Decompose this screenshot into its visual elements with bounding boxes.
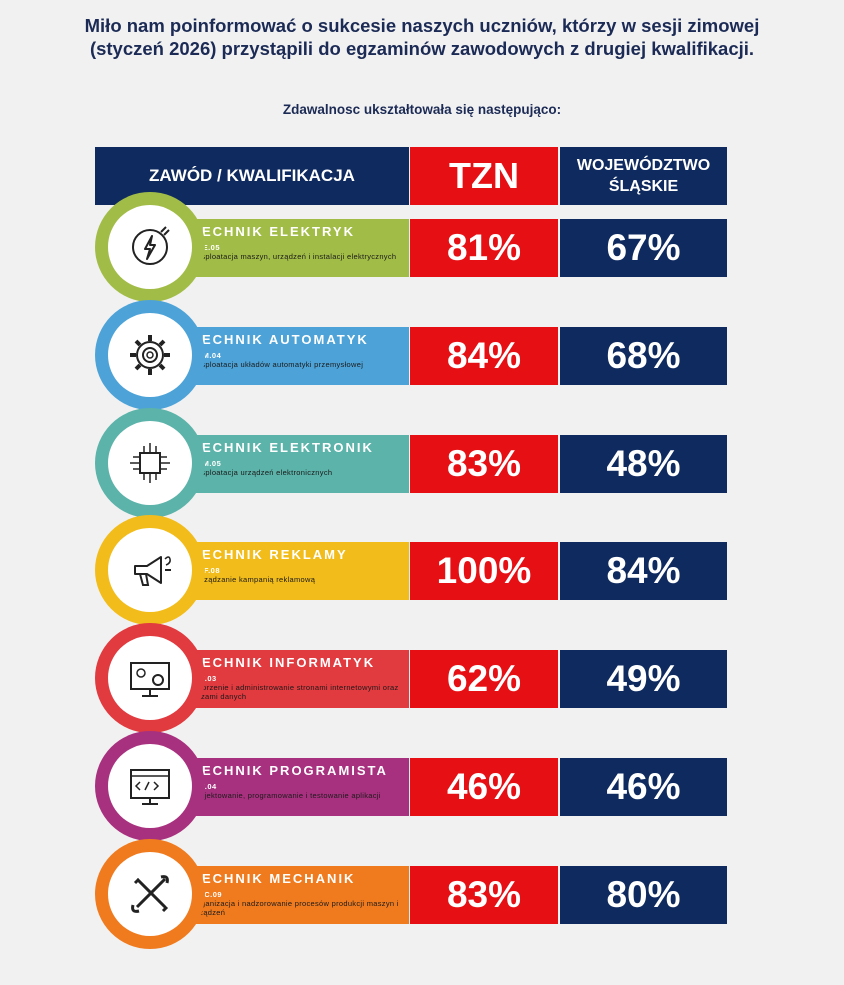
table-row: TECHNIK ELEKTRONIK ELM.05 Eksploatacja urz… <box>0 408 844 518</box>
tzn-pass-rate: 46% <box>410 758 558 816</box>
qualification-description: Eksploatacja układów automatyki przemysł… <box>192 360 364 369</box>
profession-title: TECHNIK ELEKTRONIK <box>192 440 374 455</box>
profession-icon-ring <box>95 623 205 733</box>
column-header-tzn: TZN <box>410 147 558 205</box>
tzn-pass-rate: 83% <box>410 435 558 493</box>
region-pass-rate: 48% <box>560 435 727 493</box>
qualification-description: Tworzenie i administrowanie stronami int… <box>192 683 399 701</box>
qualification-description: Eksploatacja urządzeń elektronicznych <box>192 468 333 477</box>
profession-title: TECHNIK REKLAMY <box>192 547 348 562</box>
region-pass-rate: 46% <box>560 758 727 816</box>
column-header-region-line2: ŚLĄSKIE <box>608 178 679 195</box>
profession-icon-ring <box>95 300 205 410</box>
page-subtitle: Zdawalnosc ukształtowała się następująco… <box>282 102 562 117</box>
tzn-pass-rate: 83% <box>410 866 558 924</box>
region-pass-rate: 80% <box>560 866 727 924</box>
qualification-code: ELM.04 <box>192 351 222 360</box>
region-pass-rate: 67% <box>560 219 727 277</box>
profession-icon-ring <box>95 839 205 949</box>
profession-icon-ring <box>95 408 205 518</box>
qualification-description: Organizacja i nadzorowanie procesów prod… <box>192 899 399 917</box>
table-row: TECHNIK MECHANIK MEC.09 Organizacja i nadz… <box>0 839 844 949</box>
profession-title: TECHNIK INFORMATYK <box>192 655 376 670</box>
table-row: TECHNIK ELEKTRYK ELE.05 Eksploatacja maszy… <box>0 192 844 302</box>
qualification-description: Zarządzanie kampanią reklamową <box>192 575 316 584</box>
region-pass-rate: 84% <box>560 542 727 600</box>
tzn-pass-rate: 62% <box>410 650 558 708</box>
qualification-code: ELE.05 <box>192 243 221 252</box>
qualification-code: ELM.05 <box>192 459 222 468</box>
region-pass-rate: 49% <box>560 650 727 708</box>
column-header-region: WOJEWÓDZTWO ŚLĄSKIE <box>560 147 727 205</box>
table-row: TECHNIK AUTOMATYK ELM.04 Eksploatacja ukła… <box>0 300 844 410</box>
profession-title: TECHNIK ELEKTRYK <box>192 224 355 239</box>
chip-icon <box>130 443 170 483</box>
table-row: TECHNIK REKLAMY PGF.08 Zarządzanie kampani… <box>0 515 844 625</box>
wrenches-icon <box>131 875 169 913</box>
column-header-region-line1: WOJEWÓDZTWO <box>576 157 711 174</box>
qualification-code: MEC.09 <box>192 890 223 899</box>
monitor-gear-icon <box>130 662 170 697</box>
tzn-pass-rate: 81% <box>410 219 558 277</box>
code-monitor-icon <box>130 769 170 805</box>
table-row: TECHNIK PROGRAMISTAINF.04Projektowanie, … <box>0 731 844 841</box>
table-row: TECHNIK INFORMATYKINF.03Tworzenie i admi… <box>0 623 844 733</box>
tzn-pass-rate: 84% <box>410 327 558 385</box>
profession-icon-ring <box>95 515 205 625</box>
profession-icon-ring <box>95 192 205 302</box>
profession-title: TECHNIK MECHANIK <box>192 871 356 886</box>
qualification-description: Projektowanie, programowanie i testowani… <box>192 791 381 800</box>
plug-bolt-icon <box>132 226 170 265</box>
qualification-description: Eksploatacja maszyn, urządzeń i instalac… <box>192 252 397 261</box>
page-headline: Miło nam poinformować o sukcesie naszych… <box>84 15 760 59</box>
gear-icon <box>130 335 170 375</box>
tzn-pass-rate: 100% <box>410 542 558 600</box>
profession-title: TECHNIK PROGRAMISTA <box>192 763 388 778</box>
megaphone-icon <box>134 556 171 586</box>
profession-icon-ring <box>95 731 205 841</box>
qualification-code: PGF.08 <box>192 566 221 575</box>
profession-title: TECHNIK AUTOMATYK <box>192 332 369 347</box>
region-pass-rate: 68% <box>560 327 727 385</box>
